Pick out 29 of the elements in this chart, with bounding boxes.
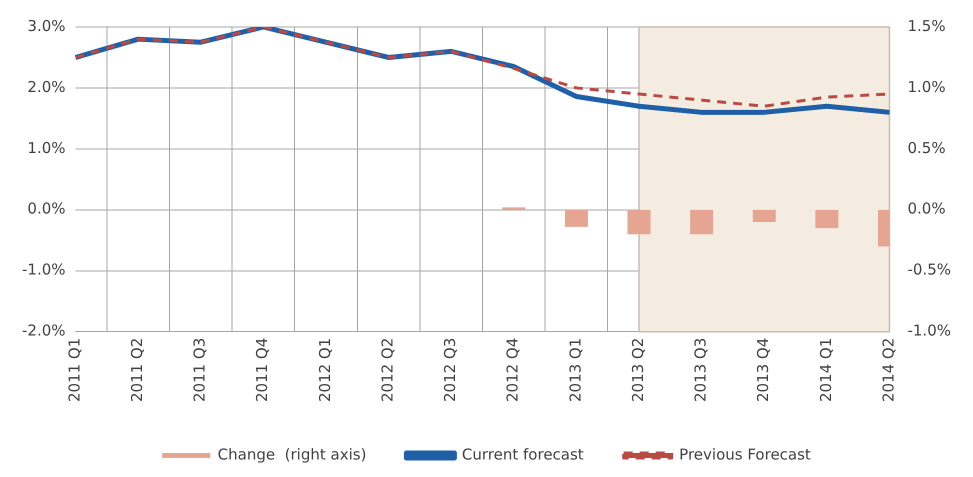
y2-tick-label: -1.0% <box>907 322 952 340</box>
x-tick-label: 2012 Q1 <box>316 338 334 402</box>
x-tick-label: 2014 Q1 <box>816 338 835 402</box>
x-tick-label: 2012 Q4 <box>504 338 522 402</box>
x-tick-label: 2011 Q2 <box>128 338 146 402</box>
x-tick-label: 2011 Q4 <box>253 338 272 402</box>
y-tick-label: -1.0% <box>22 260 66 279</box>
y-tick-label: 3.0% <box>27 16 66 35</box>
x-tick-label: 2012 Q2 <box>378 338 396 402</box>
legend-label: Current forecast <box>462 445 584 464</box>
x-tick-label: 2012 Q3 <box>441 338 460 402</box>
x-tick-label: 2013 Q4 <box>754 338 772 402</box>
legend-label: Change (right axis) <box>218 445 366 464</box>
x-tick-label: 2011 Q1 <box>65 338 84 402</box>
y-tick-label: 1.0% <box>27 138 66 157</box>
y-tick-label: 2.0% <box>27 78 66 96</box>
x-tick-label: 2013 Q3 <box>692 338 710 402</box>
x-tick-label: 2014 Q2 <box>879 338 898 402</box>
y2-tick-label: 0.5% <box>907 138 946 157</box>
x-tick-label: 2013 Q2 <box>628 338 647 402</box>
x-tick-label: 2013 Q1 <box>566 338 584 402</box>
y2-tick-label: 1.0% <box>907 78 946 96</box>
y-tick-label: 0.0% <box>27 200 66 218</box>
legend-label: Previous Forecast <box>679 445 811 464</box>
y2-tick-label: -0.5% <box>907 260 952 279</box>
y2-tick-label: 0.0% <box>907 200 946 218</box>
y2-tick-label: 1.5% <box>907 16 946 35</box>
x-tick-label: 2011 Q3 <box>190 338 209 402</box>
y-tick-label: -2.0% <box>22 322 66 340</box>
